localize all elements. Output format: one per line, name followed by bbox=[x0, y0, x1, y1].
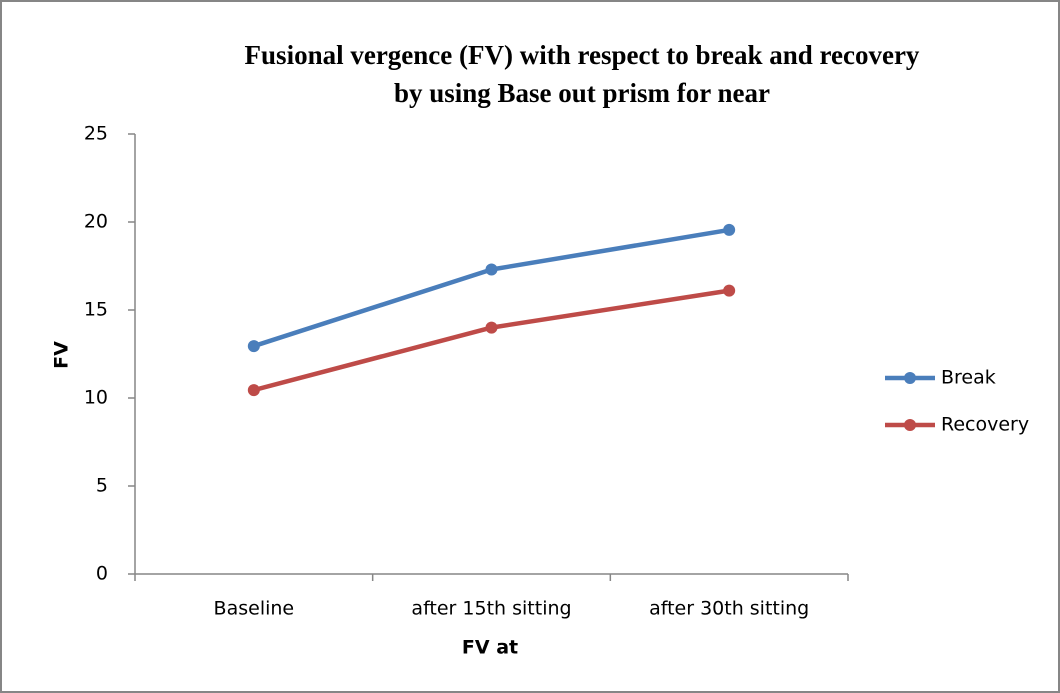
data-point bbox=[485, 263, 498, 276]
legend-marker bbox=[904, 419, 916, 431]
y-tick-label: 10 bbox=[84, 387, 108, 409]
chart-title: Fusional vergence (FV) with respect to b… bbox=[245, 40, 920, 70]
x-axis-label: FV at bbox=[462, 637, 518, 659]
legend-label: Recovery bbox=[941, 414, 1029, 436]
data-point bbox=[247, 384, 260, 397]
y-axis-label: FV bbox=[51, 341, 73, 369]
y-tick-label: 0 bbox=[96, 563, 108, 585]
y-tick-label: 15 bbox=[84, 299, 108, 321]
data-point bbox=[723, 223, 736, 236]
y-tick-label: 20 bbox=[84, 211, 108, 233]
data-point bbox=[247, 340, 260, 353]
x-tick-label: after 15th sitting bbox=[411, 598, 571, 620]
y-tick-label: 25 bbox=[84, 123, 108, 145]
legend-marker bbox=[904, 372, 916, 384]
data-point bbox=[485, 321, 498, 334]
chart-title: by using Base out prism for near bbox=[394, 78, 770, 108]
data-point bbox=[723, 284, 736, 297]
legend-label: Break bbox=[941, 367, 996, 389]
x-tick-label: after 30th sitting bbox=[649, 598, 809, 620]
y-tick-label: 5 bbox=[96, 475, 108, 497]
x-tick-label: Baseline bbox=[214, 598, 295, 620]
